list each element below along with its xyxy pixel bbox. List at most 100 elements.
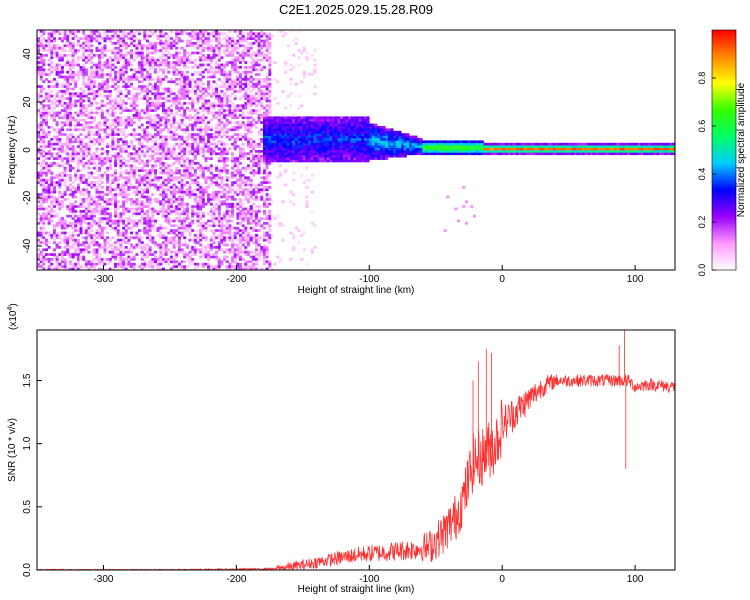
heatmap-cell [156, 130, 160, 134]
heatmap-cell [193, 126, 197, 129]
heatmap-cell [84, 114, 88, 117]
heatmap-cell [92, 92, 96, 96]
heatmap-cell [212, 102, 216, 105]
heatmap-cell [263, 181, 266, 184]
heatmap-cell [236, 46, 240, 50]
heatmap-cell [252, 262, 256, 266]
heatmap-cell [55, 198, 59, 201]
heatmap-cell [159, 267, 163, 270]
heatmap-cell [215, 87, 219, 91]
heatmap-cell [257, 42, 261, 45]
heatmap-cell [263, 78, 266, 81]
heatmap-cell [244, 154, 248, 158]
heatmap-cell [148, 106, 152, 110]
heatmap-cell [223, 150, 227, 153]
heatmap-cell [130, 54, 133, 57]
heatmap-cell [140, 236, 144, 240]
heatmap-cell [161, 258, 165, 261]
heatmap-cell [223, 82, 227, 86]
heatmap-cell [233, 78, 237, 81]
heatmap-cell [114, 159, 118, 163]
heatmap-cell [108, 70, 112, 74]
heatmap-cell [119, 217, 123, 220]
heatmap-cell [151, 58, 155, 62]
heatmap-cell [220, 104, 224, 108]
heatmap-cell [183, 140, 187, 144]
heatmap-cell [79, 46, 83, 50]
heatmap-cell [66, 54, 70, 57]
heatmap-cell [114, 176, 118, 180]
heatmap-cell [244, 241, 248, 244]
heatmap-cell [244, 92, 248, 96]
heatmap-cell [114, 126, 118, 129]
heatmap-cell [252, 85, 256, 88]
heatmap-cell [217, 70, 221, 74]
heatmap-cell [47, 42, 51, 45]
heatmap-cell [249, 260, 253, 264]
heatmap-cell [241, 58, 245, 62]
heatmap-cell [148, 238, 152, 242]
heatmap-cell [132, 236, 136, 240]
heatmap-cell [169, 229, 173, 232]
heatmap-cell [50, 30, 54, 33]
heatmap-cell [164, 114, 168, 117]
heatmap-cell [74, 176, 78, 180]
heatmap-cell [241, 190, 245, 194]
heatmap-cell [260, 34, 264, 38]
heatmap-cell [90, 186, 94, 189]
heatmap-cell [223, 200, 227, 204]
heatmap-cell [146, 248, 149, 252]
heatmap-cell [159, 202, 163, 206]
heatmap-cell [127, 226, 131, 230]
heatmap-cell [146, 111, 149, 115]
heatmap-cell [161, 181, 165, 184]
heatmap-cell [260, 116, 264, 120]
heatmap-cell [217, 68, 221, 72]
heatmap-cell [236, 193, 240, 196]
heatmap-cell [82, 37, 86, 40]
heatmap-cell [58, 174, 62, 177]
heatmap-cell [95, 207, 99, 211]
heatmap-cell [108, 102, 112, 105]
heatmap-cell [215, 217, 219, 220]
heatmap-cell [151, 217, 155, 220]
heatmap-cell [151, 145, 155, 148]
heatmap-cell [185, 253, 189, 256]
heatmap-cell [71, 217, 75, 220]
heatmap-cell [217, 214, 221, 218]
heatmap-cell [154, 169, 157, 172]
heatmap-cell [215, 46, 219, 50]
heatmap-cell [84, 262, 88, 266]
heatmap-cell [66, 186, 70, 189]
heatmap-cell [71, 87, 75, 91]
heatmap-cell [100, 217, 104, 220]
heatmap-cell [159, 162, 163, 165]
heatmap-cell [98, 174, 102, 177]
heatmap-cell [270, 234, 274, 237]
heatmap-cell [82, 75, 86, 79]
heatmap-cell [103, 87, 107, 91]
heatmap-cell [154, 44, 157, 48]
heatmap-cell [207, 92, 211, 96]
heatmap-cell [215, 178, 219, 182]
heatmap-cell [74, 104, 78, 108]
heatmap-cell [180, 90, 184, 93]
heatmap-cell [257, 258, 261, 261]
heatmap-cell [231, 205, 235, 208]
heatmap-cell [233, 121, 237, 124]
heatmap-cell [76, 73, 80, 76]
heatmap-cell [201, 49, 205, 52]
heatmap-cell [188, 231, 192, 235]
heatmap-cell [39, 85, 43, 88]
heatmap-cell [228, 186, 232, 189]
heatmap-cell [143, 154, 147, 158]
heatmap-cell [108, 106, 112, 110]
heatmap-cell [87, 82, 91, 86]
heatmap-cell [74, 51, 78, 55]
heatmap-cell [55, 202, 59, 206]
heatmap-cell [185, 169, 189, 172]
heatmap-cell [212, 246, 216, 249]
heatmap-cell [71, 226, 75, 230]
heatmap-cell [177, 58, 181, 62]
heatmap-cell [87, 126, 91, 129]
